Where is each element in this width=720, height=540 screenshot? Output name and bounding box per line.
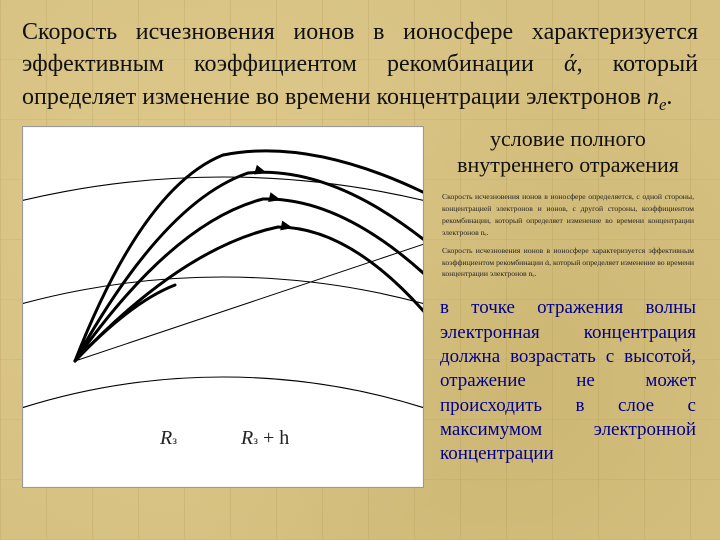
reflection-heading-line2: внутреннего отражения (457, 152, 679, 177)
intro-paragraph: Скорость исчезновения ионов в ионосфере … (22, 16, 698, 116)
blue-note: в точке отражения волны электронная конц… (438, 296, 698, 466)
diagram-svg (23, 127, 423, 487)
tiny-p1: Скорость исчезновения ионов в ионосфере … (442, 191, 694, 239)
content-row: Rз Rз + h условие полного внутреннего отр… (22, 126, 698, 488)
tiny-recap-block: Скорость исчезновения ионов в ионосфере … (438, 185, 698, 297)
reflection-heading: условие полного внутреннего отражения (438, 126, 698, 177)
side-column: условие полного внутреннего отражения Ск… (438, 126, 698, 488)
figure-label: Rз + h (241, 427, 289, 450)
figure-label: Rз (160, 427, 177, 450)
reflection-heading-line1: условие полного (490, 126, 646, 151)
ray-trace-diagram: Rз Rз + h (22, 126, 424, 488)
tiny-p2: Скорость исчезновения ионов в ионосфере … (442, 245, 694, 281)
